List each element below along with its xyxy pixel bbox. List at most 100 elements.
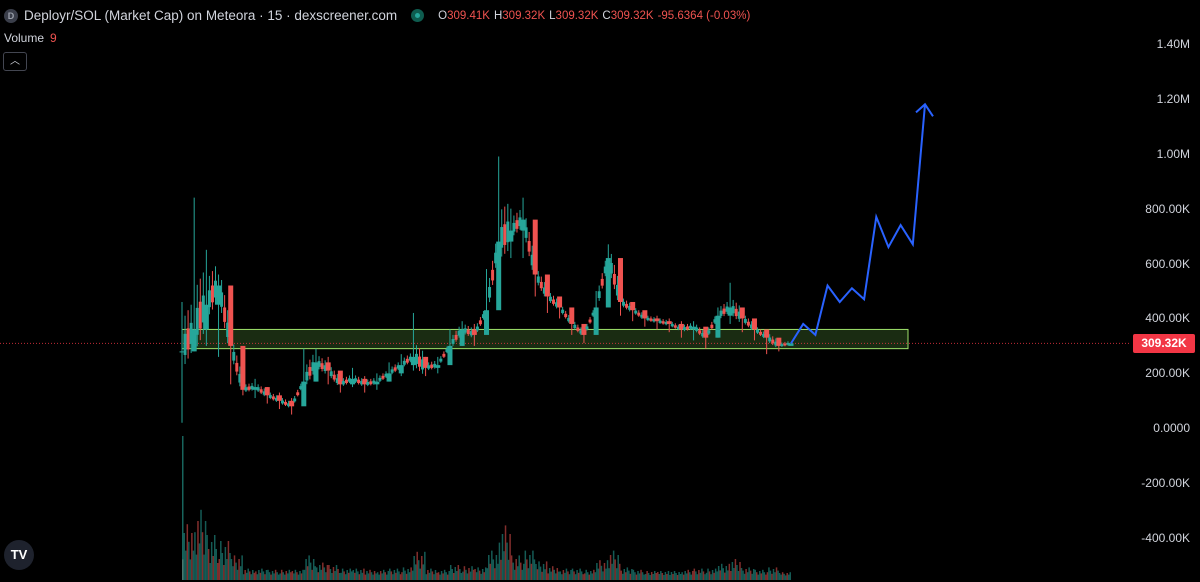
volume-bar	[451, 569, 453, 580]
volume-bar	[239, 566, 242, 580]
volume-bar	[351, 571, 353, 580]
open-label: O	[438, 9, 448, 22]
volume-bar	[625, 572, 627, 580]
volume-bar	[182, 436, 184, 580]
projection-line	[790, 104, 926, 344]
low-value: 309.32K	[555, 9, 599, 22]
volume-bar	[253, 572, 256, 580]
volume-bar	[373, 571, 376, 580]
candle-body	[658, 320, 662, 323]
candle-body	[759, 331, 763, 335]
candle-body	[337, 370, 343, 385]
volume-bar	[279, 573, 281, 580]
candle-body	[649, 318, 653, 321]
y-tick-label: 800.00K	[1145, 201, 1190, 216]
volume-bar	[314, 566, 316, 580]
volume-bar	[259, 572, 262, 580]
volume-bar	[771, 573, 773, 580]
candle-body	[274, 397, 278, 401]
volume-bar	[427, 570, 429, 580]
volume-bar	[644, 574, 647, 580]
volume-bar	[629, 573, 632, 580]
candle-body	[259, 389, 263, 393]
volume-bar	[486, 568, 489, 580]
volume-bar	[312, 559, 315, 580]
candle-body	[372, 380, 376, 384]
volume-bar	[460, 573, 463, 580]
volume-bar	[308, 555, 310, 580]
volume-bar	[198, 543, 201, 580]
candle-body	[600, 278, 604, 286]
candle-body	[527, 241, 531, 252]
candle-body	[491, 269, 495, 281]
candle-body	[445, 349, 449, 352]
tradingview-logo-icon[interactable]: TV	[4, 540, 34, 570]
candle-body	[673, 325, 677, 328]
candle-body	[195, 307, 199, 335]
candle-body	[308, 367, 312, 376]
volume-bar	[582, 574, 584, 580]
volume-bar	[561, 574, 563, 580]
volume-bar	[436, 572, 438, 580]
volume-bar	[408, 572, 411, 580]
candle-body	[466, 329, 470, 335]
projection-arrowhead	[915, 102, 934, 117]
candle-body	[715, 315, 721, 338]
volume-bar	[722, 568, 725, 580]
candle-body	[689, 325, 693, 329]
volume-bar	[335, 565, 338, 580]
volume-bar	[513, 569, 516, 580]
collapse-legend-button[interactable]: ︿	[3, 52, 27, 71]
volume-bar	[265, 570, 268, 580]
volume-bar	[720, 563, 723, 580]
volume-bar	[218, 559, 221, 580]
candle-body	[564, 313, 568, 318]
candle-body	[768, 337, 772, 342]
volume-bar	[730, 571, 732, 580]
candle-body	[423, 356, 429, 368]
volume-bar	[617, 555, 619, 580]
volume-bar	[568, 574, 571, 580]
volume-bar	[454, 567, 457, 580]
volume-bar	[192, 550, 195, 580]
volume-bar	[355, 568, 358, 580]
volume-bar	[760, 573, 763, 580]
candle-body	[597, 291, 601, 299]
volume-bar	[646, 571, 648, 580]
volume-bar	[291, 571, 294, 580]
candle-body	[581, 323, 587, 335]
volume-bar	[197, 521, 199, 580]
volume-bar	[284, 574, 286, 580]
candle-body	[542, 287, 546, 294]
candle-body	[701, 333, 705, 337]
volume-bar	[405, 573, 408, 580]
volume-bar	[728, 563, 731, 580]
volume-bar	[422, 564, 425, 580]
volume-bar	[364, 574, 367, 580]
volume-bar	[749, 570, 752, 580]
volume-bar	[606, 560, 609, 580]
volume-bar	[663, 575, 665, 580]
volume-bar	[226, 559, 228, 580]
candle-body	[593, 307, 599, 335]
volume-bar	[414, 564, 417, 580]
volume-bar	[558, 571, 560, 580]
candle-body	[552, 299, 555, 304]
candle-body	[354, 378, 358, 382]
volume-bar	[696, 574, 699, 580]
candle-body	[189, 322, 193, 344]
volume-bar	[185, 550, 187, 580]
volume-bar	[247, 568, 249, 580]
volume-bar	[746, 572, 749, 580]
candle-body	[408, 356, 412, 361]
volume-bar	[714, 568, 717, 580]
candle-body	[503, 224, 507, 245]
volume-bar	[191, 533, 193, 580]
volume-bar	[783, 573, 785, 580]
volume-bar	[676, 575, 679, 580]
candle-body	[654, 318, 660, 322]
candle-body	[743, 319, 747, 323]
volume-bar	[565, 568, 568, 580]
volume-bar	[201, 532, 204, 580]
